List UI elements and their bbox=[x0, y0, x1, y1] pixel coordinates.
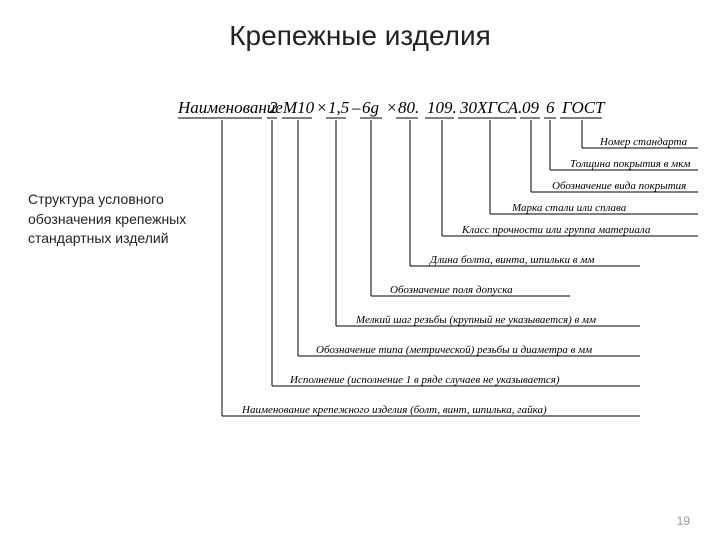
designation-segment-times2: × bbox=[386, 98, 397, 117]
designation-segment-steel: 30ХГСА. bbox=[459, 98, 522, 117]
designation-segment-name: Наименование bbox=[177, 98, 283, 117]
designation-segment-dash: – bbox=[351, 98, 361, 117]
callout-fit: Обозначение поля допуска bbox=[390, 284, 513, 296]
designation-segment-times1: × bbox=[316, 98, 327, 117]
callout-class: Класс прочности или группа материала bbox=[461, 224, 651, 236]
designation-segment-thick: 6 bbox=[546, 98, 555, 117]
callout-coat: Обозначение вида покрытия bbox=[552, 180, 686, 192]
callout-thread: Обозначение типа (метрической) резьбы и … bbox=[316, 344, 592, 356]
designation-segment-pitch: 1,5 bbox=[328, 98, 349, 117]
designation-diagram: Наименование2М10×1,5–6g×80.109.30ХГСА.09… bbox=[0, 0, 720, 540]
designation-segment-fit: 6g bbox=[362, 98, 379, 117]
callout-thick: Толщина покрытия в мкм bbox=[570, 158, 690, 170]
callout-gost: Номер стандарта bbox=[599, 136, 688, 148]
callout-exec: Исполнение (исполнение 1 в ряде случаев … bbox=[289, 374, 560, 386]
designation-segment-exec: 2 bbox=[269, 98, 278, 117]
designation-segment-gost: ГОСТ bbox=[561, 98, 606, 117]
callout-length: Длина болта, винта, шпильки в мм bbox=[429, 254, 594, 266]
designation-segment-class: 109. bbox=[427, 98, 457, 117]
designation-segment-coat: 09 bbox=[522, 98, 540, 117]
callout-steel: Марка стали или сплава bbox=[511, 202, 627, 214]
designation-segment-length: 80. bbox=[398, 98, 419, 117]
callout-pitch: Мелкий шаг резьбы (крупный не указываетс… bbox=[355, 314, 596, 326]
callout-name: Наименование крепежного изделия (болт, в… bbox=[241, 404, 547, 416]
designation-segment-thread: М10 bbox=[282, 98, 315, 117]
